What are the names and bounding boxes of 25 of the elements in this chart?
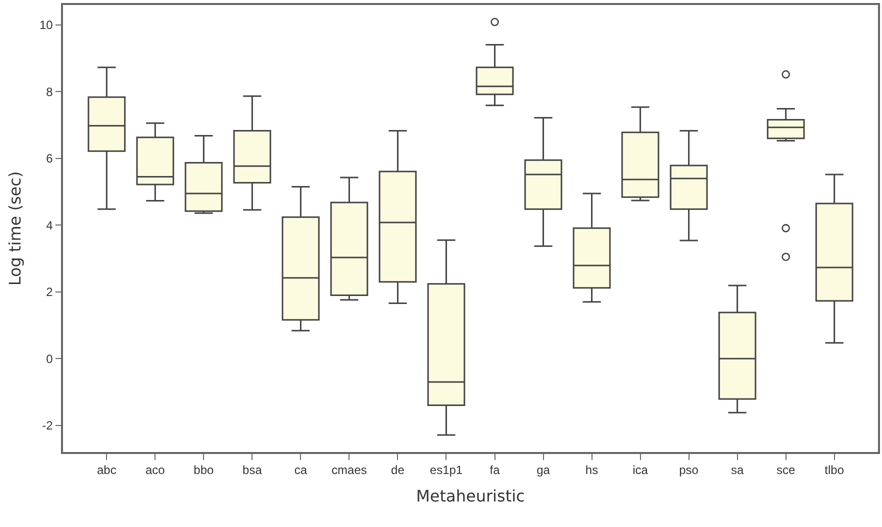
x-tick-label: bsa	[242, 463, 262, 478]
y-tick-label: 6	[46, 152, 54, 166]
x-tick-label: es1p1	[430, 463, 463, 478]
y-tick-label: 0	[46, 352, 54, 366]
y-tick-label: -2	[42, 418, 54, 433]
x-tick-label: fa	[490, 463, 500, 478]
x-tick-label: pso	[679, 463, 699, 478]
x-tick-label: hs	[585, 463, 598, 478]
x-tick-label: ica	[632, 463, 648, 478]
x-tick-label: ca	[294, 463, 308, 478]
x-axis-title: Metaheuristic	[416, 486, 525, 506]
y-axis-title: Log time (sec)	[6, 171, 24, 286]
y-tick-label: 10	[39, 18, 54, 32]
y-tick-label: 4	[46, 218, 54, 232]
x-tick-label: bbo	[194, 463, 214, 478]
x-tick-label: ga	[536, 463, 550, 478]
y-tick-label: 2	[46, 285, 54, 300]
x-tick-label: sa	[730, 463, 744, 478]
x-tick-label: sce	[776, 463, 796, 478]
x-tick-label: cmaes	[332, 463, 367, 478]
x-tick-label: de	[391, 463, 405, 478]
x-tick-label: aco	[145, 463, 166, 478]
y-tick-label: 8	[46, 84, 54, 99]
x-tick-label: abc	[96, 463, 116, 478]
x-tick-label: tlbo	[824, 463, 844, 478]
